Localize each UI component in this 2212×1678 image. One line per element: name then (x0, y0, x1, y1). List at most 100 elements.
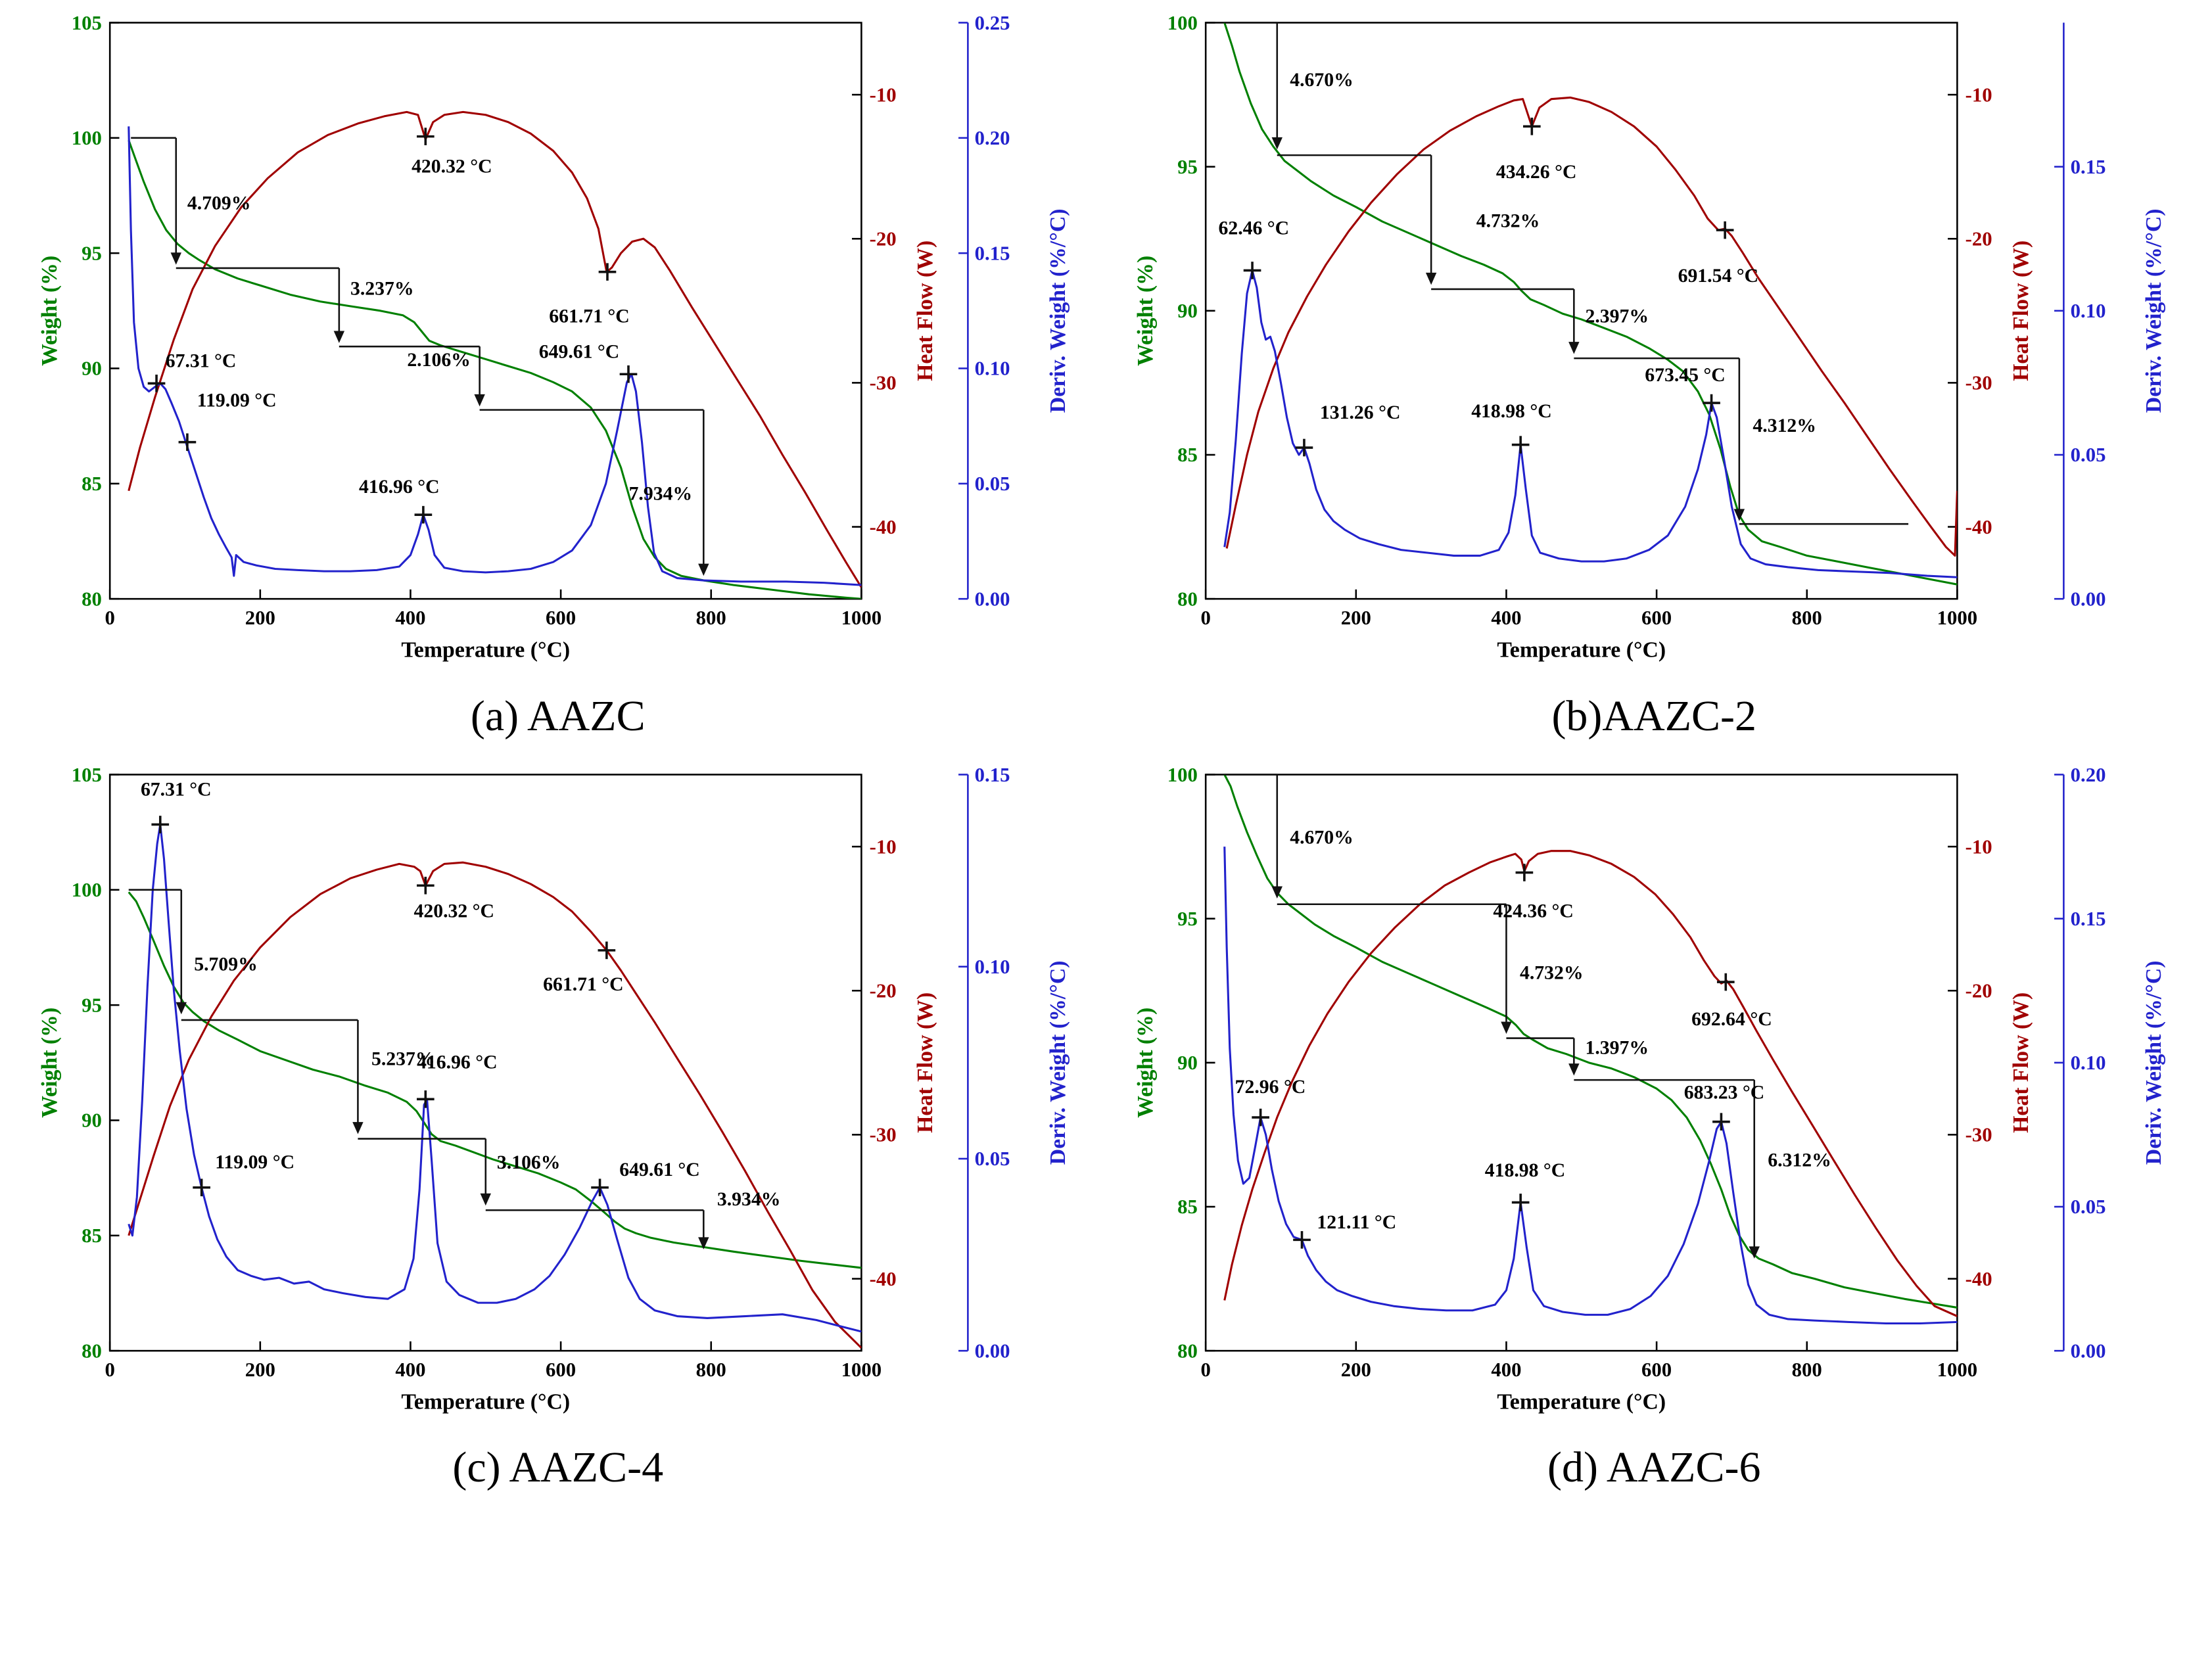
caption-b: (b)AAZC-2 (1551, 691, 1757, 740)
right-axis-1-title: Heat Flow (W) (913, 992, 937, 1132)
peak-temperature-label: 661.71 °C (549, 306, 630, 327)
peak-temperature-label: 67.31 °C (166, 351, 237, 372)
svg-text:800: 800 (695, 607, 726, 629)
weight-loss-step: 4.732% (1277, 903, 1584, 1034)
svg-text:0.05: 0.05 (974, 473, 1010, 495)
caption-c: (c) AAZC-4 (452, 1443, 664, 1492)
peak-temperature-label: 434.26 °C (1496, 162, 1577, 183)
svg-text:0.05: 0.05 (2071, 444, 2106, 466)
peak-temperature-label: 72.96 °C (1235, 1076, 1306, 1097)
svg-text:0.15: 0.15 (2071, 156, 2106, 178)
svg-text:0.15: 0.15 (974, 242, 1010, 264)
peak-temperature-label: 418.98 °C (1471, 401, 1552, 422)
x-axis-title: Temperature (°C) (1497, 638, 1666, 662)
peak-temperature-label: 673.45 °C (1645, 365, 1726, 386)
svg-text:1000: 1000 (1937, 1359, 1978, 1381)
panel-d: 0 200 400 600 800 1000 Temperature (°C) 80 85 90 9… (1110, 761, 2200, 1493)
tga-chart-d: 0 200 400 600 800 1000 Temperature (°C) 80 85 90 9… (1133, 763, 2166, 1414)
svg-text:-10: -10 (869, 83, 896, 106)
right-axis-1-title: Heat Flow (W) (913, 241, 937, 381)
peak-marker: 131.26 °C (1295, 402, 1401, 457)
svg-text:-10: -10 (1965, 83, 1992, 106)
peak-marker: 121.11 °C (1293, 1211, 1397, 1249)
deriv-weight-curve (1223, 846, 1958, 1324)
svg-text:-20: -20 (1965, 979, 1992, 1002)
peak-marker: 649.61 °C (590, 1159, 700, 1196)
weight-loss-step: 5.709% (128, 889, 258, 1014)
right-axis-1-title: Heat Flow (W) (2009, 241, 2033, 381)
svg-text:-30: -30 (1965, 1123, 1992, 1146)
weight-loss-label: 4.732% (1476, 211, 1540, 232)
figure-grid: 0 200 400 600 800 1000 Temperature (°C) 80 85 90 9… (37, 12, 2200, 1493)
svg-text:85: 85 (1177, 444, 1198, 466)
svg-text:85: 85 (82, 1224, 102, 1247)
plot-border (108, 773, 862, 1351)
peak-marker: 119.09 °C (178, 390, 277, 452)
svg-text:85: 85 (1177, 1196, 1198, 1218)
weight-loss-step: 1.397% (1506, 1037, 1649, 1076)
svg-text:400: 400 (1492, 1359, 1522, 1381)
peak-marker: 418.98 °C (1485, 1160, 1566, 1211)
weight-loss-label: 5.709% (194, 954, 258, 975)
svg-text:0.25: 0.25 (974, 12, 1010, 34)
svg-text:1000: 1000 (841, 607, 882, 629)
svg-text:0.20: 0.20 (974, 127, 1010, 149)
peak-marker: 661.71 °C (543, 941, 623, 995)
weight-loss-label: 2.397% (1586, 306, 1649, 327)
peak-temperature-label: 121.11 °C (1317, 1211, 1397, 1232)
weight-loss-step: 3.237% (176, 267, 413, 343)
peak-marker: 119.09 °C (193, 1152, 294, 1196)
svg-text:-20: -20 (869, 979, 896, 1002)
peak-marker: 673.45 °C (1645, 365, 1726, 412)
peak-marker: 683.23 °C (1684, 1082, 1764, 1130)
x-axis-title: Temperature (°C) (401, 1389, 570, 1414)
peak-temperature-label: 119.09 °C (197, 390, 277, 411)
svg-text:0.10: 0.10 (2071, 300, 2106, 322)
weight-loss-label: 7.934% (628, 483, 692, 504)
weight-loss-label: 4.732% (1520, 962, 1584, 983)
tga-chart-a: 0 200 400 600 800 1000 Temperature (°C) 80 85 90 9… (37, 12, 1070, 663)
peak-marker: 661.71 °C (549, 263, 630, 327)
peak-marker: 416.96 °C (359, 477, 439, 524)
svg-text:200: 200 (245, 1359, 275, 1381)
peak-temperature-label: 420.32 °C (413, 900, 494, 921)
plot-border (108, 22, 862, 600)
svg-text:200: 200 (1341, 1359, 1371, 1381)
svg-text:-30: -30 (869, 1123, 896, 1146)
right-axis-2-title: Deriv. Weight (%/°C) (1046, 208, 1070, 413)
svg-text:0: 0 (1201, 607, 1211, 629)
plot-border (1205, 773, 1958, 1351)
weight-loss-step: 2.106% (339, 345, 485, 407)
weight-loss-step: 4.732% (1277, 154, 1540, 285)
deriv-weight-curve (128, 823, 862, 1332)
right-axis-1-title: Heat Flow (W) (2009, 992, 2033, 1132)
weight-loss-step: 4.709% (130, 137, 250, 265)
right-axis-2-title: Deriv. Weight (%/°C) (1046, 960, 1070, 1165)
weight-loss-step: 2.397% (1431, 288, 1649, 354)
arrow-down-icon (1568, 342, 1580, 354)
heat-flow-curve (128, 110, 862, 588)
svg-text:80: 80 (1177, 1340, 1198, 1362)
peak-temperature-label: 62.46 °C (1219, 218, 1290, 239)
weight-loss-label: 4.670% (1290, 70, 1353, 91)
weight-loss-label: 5.237% (371, 1048, 435, 1069)
svg-text:90: 90 (82, 358, 102, 380)
arrow-down-icon (176, 1002, 187, 1014)
svg-text:100: 100 (1167, 763, 1198, 785)
peak-temperature-label: 416.96 °C (417, 1052, 498, 1073)
svg-text:-10: -10 (869, 835, 896, 858)
svg-text:0.05: 0.05 (974, 1148, 1010, 1170)
left-axis-title: Weight (%) (1133, 256, 1158, 366)
svg-text:95: 95 (82, 242, 102, 264)
arrow-down-icon (1733, 509, 1745, 521)
heat-flow-curve (128, 861, 862, 1349)
svg-text:-30: -30 (1965, 372, 1992, 394)
weight-loss-label: 3.106% (497, 1152, 561, 1173)
weight-loss-label: 1.397% (1586, 1037, 1649, 1058)
svg-text:0.20: 0.20 (2071, 763, 2106, 785)
svg-text:0: 0 (105, 607, 114, 629)
weight-loss-label: 3.934% (717, 1189, 781, 1210)
peak-marker: 67.31 °C (141, 779, 211, 833)
svg-text:0.10: 0.10 (974, 358, 1010, 380)
svg-text:100: 100 (71, 127, 101, 149)
